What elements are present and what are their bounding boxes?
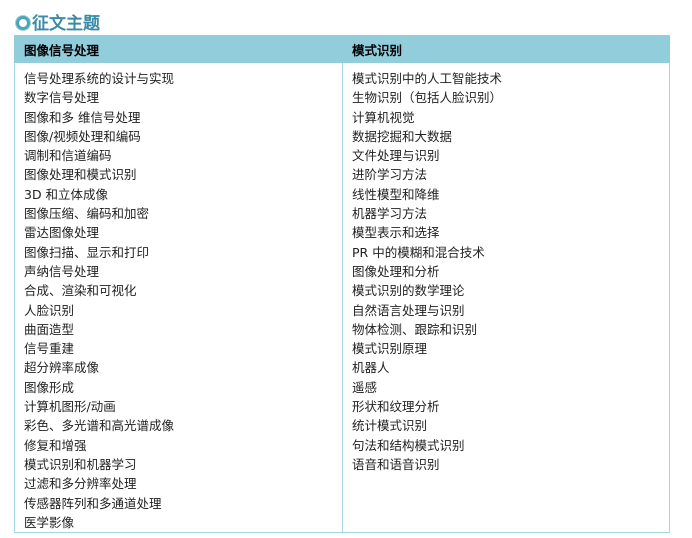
topic-item: 机器人	[352, 360, 390, 376]
topic-item: 信号重建	[24, 341, 75, 357]
topic-item: 计算机图形/动画	[24, 399, 116, 415]
topic-item: 图像扫描、显示和打印	[24, 244, 150, 260]
topic-item: 文件处理与识别	[352, 148, 440, 164]
topic-item: 数字信号处理	[24, 90, 100, 106]
column-header-pattern-recognition: 模式识别	[342, 35, 670, 63]
topic-item: 遥感	[352, 379, 378, 395]
topic-item: 模型表示和选择	[352, 225, 440, 241]
topic-item: PR 中的模糊和混合技术	[352, 244, 485, 260]
topic-list-pattern-recognition: 模式识别中的人工智能技术 生物识别（包括人脸识别） 计算机视觉数据挖掘和大数据 文件处…	[342, 63, 670, 534]
topic-item: 过滤和多分辨率处理	[24, 476, 137, 492]
topic-item: 合成、渲染和可视化	[24, 283, 137, 299]
topic-item: 图像处理和模式识别	[24, 167, 137, 183]
topic-item: 模式识别中的人工智能技术	[352, 71, 503, 86]
topic-item: 语音和语音识别	[352, 456, 440, 472]
topic-item: 模式识别原理	[352, 341, 428, 357]
topic-item: 传感器阵列和多通道处理	[24, 495, 162, 511]
topic-item: 图像和多 维信号处理	[24, 109, 141, 125]
topic-item: 自然语言处理与识别	[352, 302, 465, 318]
topic-item: 调制和信道编码	[24, 148, 112, 164]
topic-item: 生物识别（包括人脸识别）	[352, 90, 503, 106]
topic-item: 曲面造型	[24, 321, 75, 337]
topic-item: 超分辨率成像	[24, 360, 100, 376]
section-title-text: 征文主题	[32, 14, 100, 34]
topic-item: 形状和纹理分析	[352, 399, 440, 415]
topic-item: 信号处理系统的设计与实现	[24, 71, 175, 86]
topic-item: 统计模式识别	[352, 418, 428, 434]
topic-item: 进阶学习方法	[352, 167, 428, 183]
topic-item: 图像形成	[24, 379, 75, 395]
topic-item: 机器学习方法	[352, 206, 428, 222]
topic-item: 图像/视频处理和编码	[24, 128, 141, 144]
topics-table: 图像信号处理 模式识别 信号处理系统的设计与实现 数字信号处理图像和多 维信号处理…	[14, 35, 670, 534]
topic-item: 人脸识别	[24, 302, 75, 318]
topic-item: 模式识别的数学理论	[352, 283, 465, 299]
column-header-image-signal: 图像信号处理	[14, 35, 343, 63]
topic-item: 雷达图像处理	[24, 225, 100, 241]
topic-item: 模式识别和机器学习	[24, 456, 137, 472]
circle-logo-icon	[16, 15, 30, 30]
topic-item: 物体检测、跟踪和识别	[352, 321, 478, 337]
topic-item: 医学影像	[24, 514, 75, 530]
topic-item: 彩色、多光谱和高光谱成像	[24, 418, 175, 434]
topic-item: 计算机视觉	[352, 109, 415, 125]
topic-item: 修复和增强	[24, 437, 87, 453]
topic-item: 线性模型和降维	[352, 186, 440, 202]
topic-item: 句法和结构模式识别	[352, 437, 465, 453]
topic-item: 图像处理和分析	[352, 263, 440, 279]
topic-item: 声纳信号处理	[24, 263, 100, 279]
topic-item: 数据挖掘和大数据	[352, 128, 453, 144]
topic-item: 3D 和立体成像	[24, 186, 109, 202]
topic-item: 图像压缩、编码和加密	[24, 206, 150, 222]
topic-list-image-signal: 信号处理系统的设计与实现 数字信号处理图像和多 维信号处理 图像/视频处理和编码 调制…	[14, 63, 343, 534]
section-title: 征文主题	[16, 9, 100, 34]
